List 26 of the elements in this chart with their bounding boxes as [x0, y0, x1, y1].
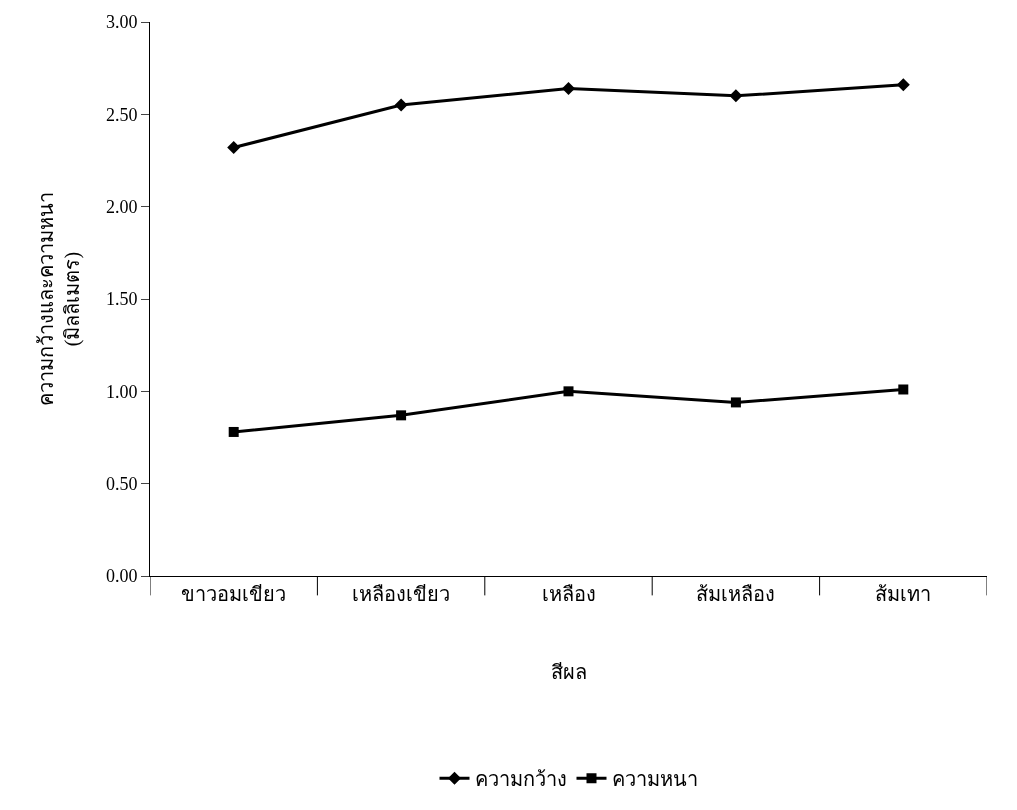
y-tick-label: 3.00 — [105, 12, 138, 33]
y-tick-label: 0.00 — [105, 566, 138, 587]
y-tick-label: 1.00 — [105, 381, 138, 402]
x-tick-label: เหลืองเขียว — [352, 583, 451, 605]
point — [730, 397, 741, 408]
point — [228, 426, 239, 437]
y-tick-label: 2.50 — [105, 104, 138, 125]
point — [227, 141, 241, 155]
x-tick-label: เหลือง — [541, 583, 596, 605]
x-axis-title: สีผล — [550, 660, 587, 683]
y-tick-label: 2.00 — [105, 196, 138, 217]
legend-label: ความกว้าง — [474, 768, 567, 791]
y-tick-label: 1.50 — [105, 289, 138, 310]
point — [563, 386, 574, 397]
legend-label: ความหนา — [611, 768, 698, 791]
point — [396, 410, 407, 421]
x-tick-label: ขาวอมเขียว — [181, 583, 287, 605]
x-tick-label: ส้มเทา — [875, 583, 932, 605]
x-tick-label: ส้มเหลือง — [696, 583, 776, 605]
point — [394, 98, 408, 112]
y-tick-label: 0.50 — [105, 473, 138, 494]
y-axis-title: ความกว้างและความหนา (มิลลิเมตร) — [35, 192, 85, 406]
point — [729, 89, 743, 103]
point — [896, 78, 910, 92]
point — [562, 81, 575, 95]
point — [898, 384, 909, 395]
